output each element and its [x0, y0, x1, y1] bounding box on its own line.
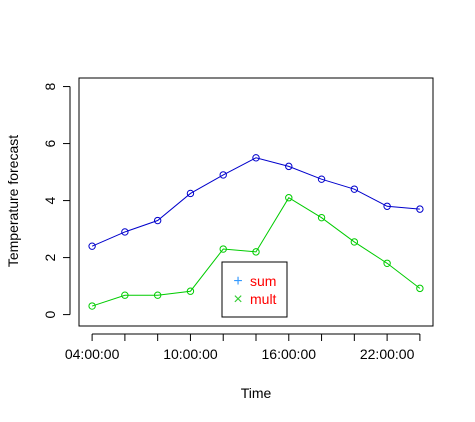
legend-sum-label: sum [250, 273, 276, 289]
series-line-mult [91, 197, 421, 307]
series-sum [88, 154, 424, 250]
x-tick-label: 16:00:00 [262, 346, 317, 362]
y-tick-label: 2 [42, 253, 58, 261]
data-point-mult [252, 248, 260, 256]
x-axis: 04:00:00 10:00:00 16:00:00 22:00:00 [65, 333, 421, 362]
data-point-sum [153, 216, 162, 225]
data-point-mult [350, 238, 359, 246]
data-point-mult [153, 291, 162, 299]
data-point-sum [416, 205, 424, 213]
data-point-mult [186, 287, 195, 295]
y-tick-label: 6 [42, 139, 58, 147]
x-tick-label: 10:00:00 [163, 346, 218, 362]
data-point-sum [88, 242, 96, 250]
data-point-sum [252, 154, 260, 162]
plot-frame [78, 77, 434, 327]
x-axis-label: Time [241, 385, 272, 401]
data-point-mult [88, 302, 96, 310]
data-point-mult [383, 259, 391, 267]
data-point-sum [350, 185, 359, 193]
x-tick-label: 04:00:00 [65, 346, 120, 362]
data-point-sum [285, 162, 293, 171]
legend-mult-symbol: × [233, 291, 242, 308]
legend: + sum × mult [221, 261, 288, 318]
y-axis-label: Temperature forecast [5, 135, 21, 267]
legend-box [221, 261, 288, 318]
y-tick-label: 8 [42, 82, 58, 90]
data-point-sum [383, 202, 391, 210]
data-point-mult [317, 213, 326, 222]
data-point-mult [416, 284, 424, 293]
legend-sum-symbol: + [233, 273, 242, 290]
legend-mult-label: mult [250, 291, 277, 307]
series-mult [88, 194, 424, 310]
data-point-sum [121, 228, 129, 236]
y-tick-label: 4 [42, 196, 58, 204]
data-point-mult [285, 194, 293, 202]
data-point-sum [219, 171, 227, 179]
data-point-mult [219, 245, 227, 253]
data-point-mult [121, 291, 129, 299]
data-point-sum [186, 189, 195, 198]
y-tick-label: 0 [42, 310, 58, 318]
series-layer [88, 154, 424, 310]
series-line-sum [91, 157, 420, 247]
x-tick-label: 22:00:00 [360, 346, 415, 362]
y-axis: 0 2 4 6 8 [42, 82, 71, 318]
data-point-sum [317, 175, 326, 183]
